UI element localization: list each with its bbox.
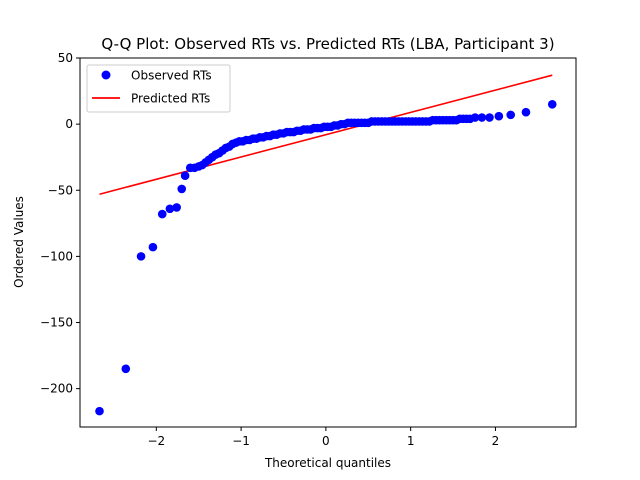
predicted-rts-line <box>99 74 553 195</box>
observed-rt-point <box>506 110 516 120</box>
observed-rt-point <box>470 113 480 122</box>
chart-title: Q-Q Plot: Observed RTs vs. Predicted RTs… <box>101 35 554 53</box>
legend-box <box>86 64 231 113</box>
observed-rt-point <box>148 242 158 252</box>
observed-rt-point <box>477 113 487 122</box>
observed-rt-point <box>177 184 187 194</box>
legend: Observed RTs Predicted RTs <box>86 64 231 113</box>
x-tick-label: 1 <box>407 434 415 448</box>
x-tick-label: −1 <box>232 434 250 448</box>
y-tick-label: −100 <box>40 249 73 263</box>
observed-rt-point <box>485 113 494 122</box>
plot-layer <box>95 74 557 416</box>
ticks-layer: −2 −1 0 1 2 50 0 −50 −100 −150 −200 <box>40 51 499 448</box>
observed-rt-point <box>172 203 181 212</box>
legend-observed-label: Observed RTs <box>131 69 212 83</box>
observed-rt-point <box>165 204 175 214</box>
observed-rt-point <box>521 107 531 117</box>
observed-rt-point <box>494 111 504 121</box>
x-axis-title: Theoretical quantiles <box>264 456 391 470</box>
plot-frame <box>79 57 577 428</box>
observed-rt-point <box>95 406 104 416</box>
y-axis-title: Ordered Values <box>12 196 26 288</box>
legend-predicted-label: Predicted RTs <box>131 92 210 106</box>
y-tick-label: −50 <box>48 183 73 197</box>
y-tick-label: −200 <box>40 382 73 396</box>
x-tick-label: 0 <box>322 434 330 448</box>
y-tick-label: 0 <box>65 117 73 131</box>
x-tick-label: 2 <box>492 434 500 448</box>
x-tick-label: −2 <box>147 434 165 448</box>
y-tick-label: −150 <box>40 316 73 330</box>
observed-rt-point <box>157 209 167 219</box>
observed-rt-point <box>547 99 557 109</box>
observed-rt-point <box>136 252 146 261</box>
legend-observed-marker <box>101 70 111 80</box>
y-tick-label: 50 <box>58 51 73 65</box>
observed-rt-point <box>121 364 131 374</box>
observed-rt-point <box>180 171 190 181</box>
